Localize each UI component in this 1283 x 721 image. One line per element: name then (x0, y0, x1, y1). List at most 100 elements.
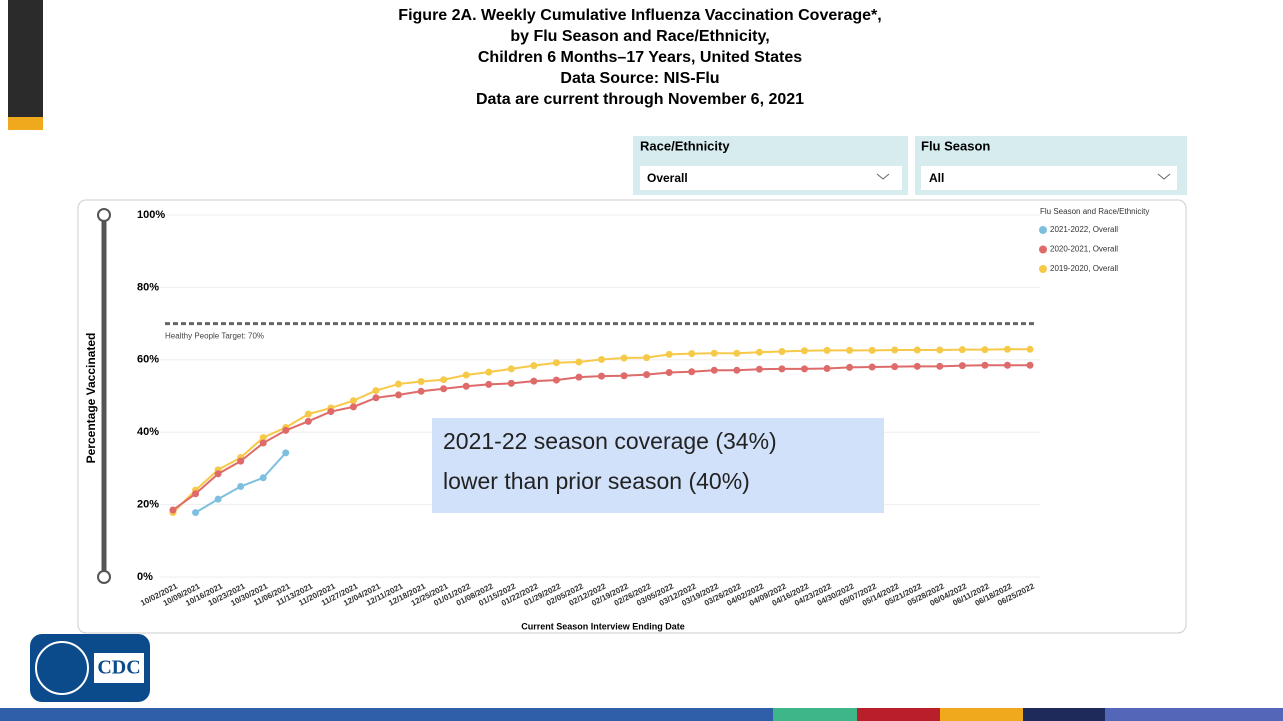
point (372, 387, 380, 395)
title-line: Data are current through November 6, 202… (476, 91, 804, 108)
point (259, 434, 267, 442)
point (778, 365, 786, 373)
logo-box (94, 653, 144, 683)
point (1003, 361, 1011, 369)
y-tick-label: 40% (137, 426, 159, 438)
target-label: Healthy People Target: 70% (165, 332, 264, 341)
point (417, 387, 425, 395)
point (214, 495, 222, 503)
point (440, 376, 448, 384)
title-line: Figure 2A. Weekly Cumulative Influenza V… (398, 7, 881, 24)
filter-value: Overall (647, 171, 688, 185)
point (598, 372, 605, 380)
point (643, 354, 651, 362)
annotation-text: 2021-22 season coverage (34%) (443, 428, 777, 454)
y-axis-title: Percentage Vaccinated (84, 333, 98, 464)
point (395, 380, 403, 388)
point (981, 346, 989, 354)
point (846, 363, 854, 371)
point (800, 347, 808, 355)
point (507, 365, 515, 373)
x-axis-title: Current Season Interview Ending Date (521, 621, 685, 631)
dropdown-arrow (876, 173, 1171, 180)
point (192, 490, 200, 498)
point (846, 346, 854, 354)
point (1026, 345, 1034, 353)
annotation-text: lower than prior season (40%) (443, 468, 750, 494)
point (733, 349, 741, 357)
point (665, 350, 673, 358)
legend-label: 2019-2020, Overall (1050, 264, 1118, 273)
logo-bg (30, 634, 150, 702)
point (936, 362, 944, 370)
legend-swatch (1039, 265, 1047, 273)
title-line: Children 6 Months–17 Years, United State… (478, 49, 802, 66)
point (282, 449, 290, 457)
point (710, 366, 718, 374)
point (575, 373, 583, 381)
point (643, 371, 651, 379)
slider-handle[interactable] (97, 208, 111, 222)
point (417, 378, 425, 386)
footer-seg (773, 708, 857, 721)
point (349, 397, 357, 405)
point (327, 408, 335, 416)
point (372, 394, 380, 402)
footer-seg (1023, 708, 1105, 721)
cdc-logo: CDC (30, 634, 150, 702)
point (462, 371, 470, 379)
point (958, 346, 966, 354)
point (823, 346, 831, 354)
dropdown[interactable] (640, 166, 902, 190)
y-tick-label: 20% (137, 499, 159, 511)
point (169, 506, 177, 514)
point (1003, 345, 1011, 353)
point (891, 346, 899, 354)
point (552, 376, 560, 384)
title-line: Data Source: NIS-Flu (560, 70, 719, 87)
point (485, 368, 493, 376)
point (395, 391, 403, 399)
point (688, 350, 696, 358)
filter-label: Race/Ethnicity (640, 138, 730, 153)
point (891, 363, 899, 371)
y-tick-label: 80% (137, 281, 159, 293)
point (462, 382, 470, 390)
point (552, 359, 560, 367)
point (530, 377, 538, 385)
point (237, 457, 245, 465)
side-bar (8, 0, 43, 117)
point (981, 361, 989, 369)
y-tick-label: 0% (137, 571, 153, 583)
slider-handle[interactable] (97, 570, 111, 584)
point (755, 365, 763, 373)
logo-seal (35, 641, 89, 695)
point (800, 365, 808, 373)
point (868, 346, 876, 354)
point (710, 349, 718, 357)
footer-seg (940, 708, 1023, 721)
point (823, 364, 831, 372)
point (733, 366, 741, 374)
point (913, 346, 921, 354)
dropdown[interactable] (921, 166, 1177, 190)
point (507, 379, 515, 387)
point (349, 403, 357, 411)
point (665, 368, 673, 376)
point (237, 483, 245, 490)
filter-value: All (929, 171, 944, 185)
point (214, 470, 222, 478)
point (304, 410, 312, 418)
point (868, 363, 876, 371)
y-tick-label: 100% (137, 209, 165, 221)
y-tick-label: 60% (137, 354, 159, 366)
point (936, 346, 944, 354)
point (530, 362, 538, 370)
point (259, 439, 267, 447)
point (440, 385, 448, 393)
point (485, 380, 493, 388)
point (259, 474, 267, 482)
point (282, 426, 290, 434)
